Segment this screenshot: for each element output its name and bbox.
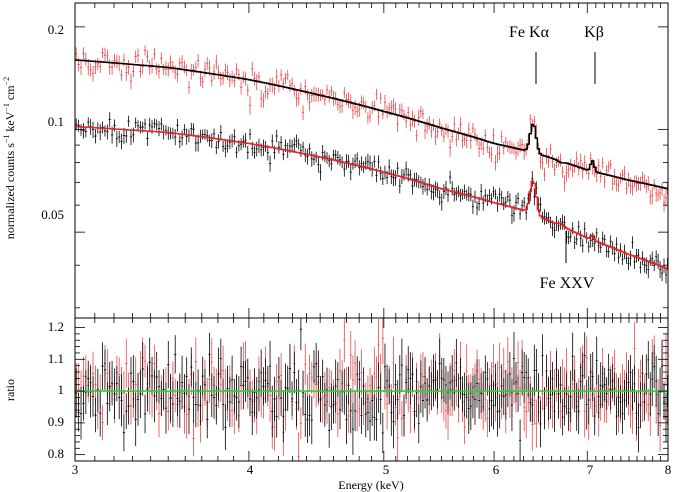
annotation-fe-ka: Fe Kα [509, 24, 550, 41]
spectrum-1-model-line [75, 59, 668, 190]
x-axis-title: Energy (keV) [338, 478, 403, 492]
y-axis-title-main: normalized counts s [3, 143, 17, 239]
ratio-ytick-label-1.1: 1.1 [48, 351, 64, 366]
spectrum-data-layer [75, 45, 668, 284]
xtick-label-6: 6 [493, 462, 500, 477]
y-axis-title: normalized counts s−1keV−1cm−2 [2, 77, 17, 239]
ratio-data-layer [75, 318, 668, 461]
ratio-axis-title: ratio [3, 379, 17, 401]
y-axis-sup-2: −1 [2, 103, 11, 112]
y-axis-sup-1: −1 [2, 135, 11, 144]
ytick-label-0.05: 0.05 [41, 207, 64, 222]
ratio-ytick-label-0.8: 0.8 [48, 446, 64, 461]
xtick-label-5: 5 [383, 462, 390, 477]
ratio-ytick-label-1.2: 1.2 [48, 319, 64, 334]
y-axis-title-cm: cm [3, 85, 17, 100]
xtick-label-8: 8 [665, 462, 672, 477]
xtick-label-7: 7 [587, 462, 594, 477]
y-axis-title-kev: keV [3, 111, 17, 131]
xtick-label-3: 3 [72, 462, 79, 477]
axis-ticks-layer [74, 3, 669, 461]
annotation-kb: Kβ [584, 24, 604, 41]
ytick-label-0.1: 0.1 [48, 114, 64, 129]
spectrum-2-model-line [75, 125, 668, 270]
xtick-label-4: 4 [247, 462, 254, 477]
y-axis-sup-3: −2 [2, 77, 11, 86]
ratio-ytick-label-1: 1 [58, 382, 65, 397]
annotation-fe-xxv: Fe XXV [540, 275, 595, 292]
ratio-ytick-label-0.9: 0.9 [48, 414, 64, 429]
ratio-panel-frame [74, 317, 669, 462]
ytick-label-0.2: 0.2 [48, 22, 64, 37]
